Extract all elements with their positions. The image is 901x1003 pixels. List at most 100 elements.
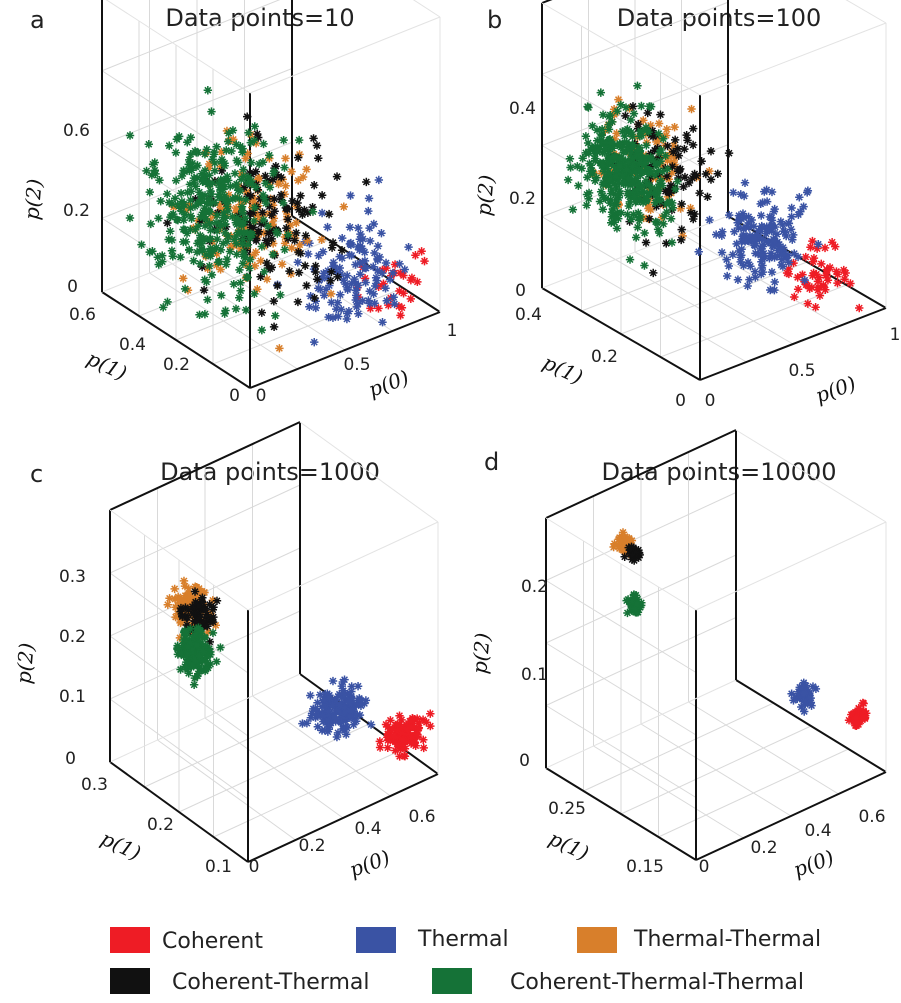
data-point [212, 243, 221, 252]
data-point [652, 202, 661, 211]
data-point [230, 169, 240, 178]
data-point [185, 589, 195, 599]
data-point [200, 149, 210, 159]
data-point [787, 203, 796, 213]
data-point [222, 146, 231, 155]
ytick-c-1: 0.2 [147, 815, 174, 835]
data-point [413, 277, 422, 287]
data-point [565, 154, 575, 163]
data-point [583, 138, 593, 148]
data-point [803, 299, 813, 308]
data-point [337, 718, 346, 727]
data-point [628, 551, 637, 561]
data-point [267, 221, 276, 230]
data-point [248, 251, 258, 261]
legend-swatch-thermal [356, 927, 396, 953]
data-point [356, 270, 365, 279]
data-point [280, 239, 290, 248]
data-point [775, 240, 784, 249]
data-point [216, 265, 225, 274]
data-point [340, 707, 350, 717]
data-point [343, 285, 352, 294]
data-point [253, 129, 262, 139]
data-point [350, 274, 359, 284]
data-point [659, 219, 668, 229]
data-point [356, 229, 365, 239]
data-point [655, 196, 664, 206]
data-point [596, 187, 606, 196]
data-point [330, 263, 340, 273]
data-point [261, 179, 270, 188]
ztick-d-1: 0.1 [521, 665, 548, 685]
data-point [667, 168, 677, 178]
data-point [294, 135, 304, 145]
data-point [287, 243, 296, 253]
data-point [330, 712, 339, 722]
data-point [324, 725, 334, 734]
data-point [190, 587, 200, 596]
data-point [208, 617, 218, 627]
data-point [801, 252, 810, 262]
data-point [628, 597, 638, 606]
data-point [259, 215, 268, 225]
data-point [351, 295, 360, 305]
data-point [324, 707, 333, 716]
data-point [309, 180, 319, 190]
data-point [808, 257, 818, 266]
data-point [259, 139, 268, 149]
data-point [268, 175, 278, 184]
data-point [243, 240, 253, 249]
data-point [801, 280, 811, 289]
data-point [764, 237, 773, 247]
data-point [604, 125, 614, 134]
axis-edge [249, 16, 441, 94]
series-coherent-thermal-thermal [563, 81, 682, 270]
data-point [643, 108, 652, 118]
data-point [241, 213, 250, 223]
data-point [292, 202, 301, 211]
data-point [260, 267, 269, 277]
title-b: Data points=100 [617, 4, 822, 32]
data-point [358, 244, 367, 253]
data-point [250, 136, 259, 145]
data-point [813, 277, 823, 286]
data-point [244, 128, 253, 137]
data-point [329, 258, 338, 267]
data-point [200, 221, 210, 231]
ylabel-d: p(1) [545, 826, 592, 865]
data-point [624, 543, 633, 552]
data-point [373, 241, 383, 251]
data-point [637, 183, 646, 193]
data-point [224, 190, 233, 200]
data-point [327, 298, 336, 307]
data-point [205, 159, 214, 169]
data-point [653, 187, 662, 196]
data-point [361, 263, 371, 273]
data-point [625, 538, 634, 547]
data-point [390, 260, 400, 269]
data-point [222, 237, 232, 246]
xtick-a-2: 1 [447, 321, 458, 341]
data-point [238, 208, 247, 217]
data-point [335, 263, 344, 273]
data-point [236, 286, 245, 295]
data-point [756, 270, 766, 279]
data-point [739, 231, 748, 240]
data-point [246, 255, 255, 264]
data-point [279, 135, 288, 145]
data-point [180, 167, 189, 176]
data-point [207, 189, 216, 199]
data-point [678, 231, 687, 241]
data-point [261, 171, 270, 181]
data-point [563, 175, 573, 185]
data-point [338, 688, 348, 698]
data-point [197, 245, 207, 254]
data-point [323, 689, 332, 698]
zlabel-d: p(2) [467, 632, 494, 675]
zlabel-c: p(2) [11, 642, 38, 685]
data-point [309, 134, 318, 143]
ytick-d-1: 0.25 [548, 799, 586, 819]
data-point [831, 242, 840, 251]
data-point [404, 731, 413, 741]
data-point [670, 122, 679, 132]
